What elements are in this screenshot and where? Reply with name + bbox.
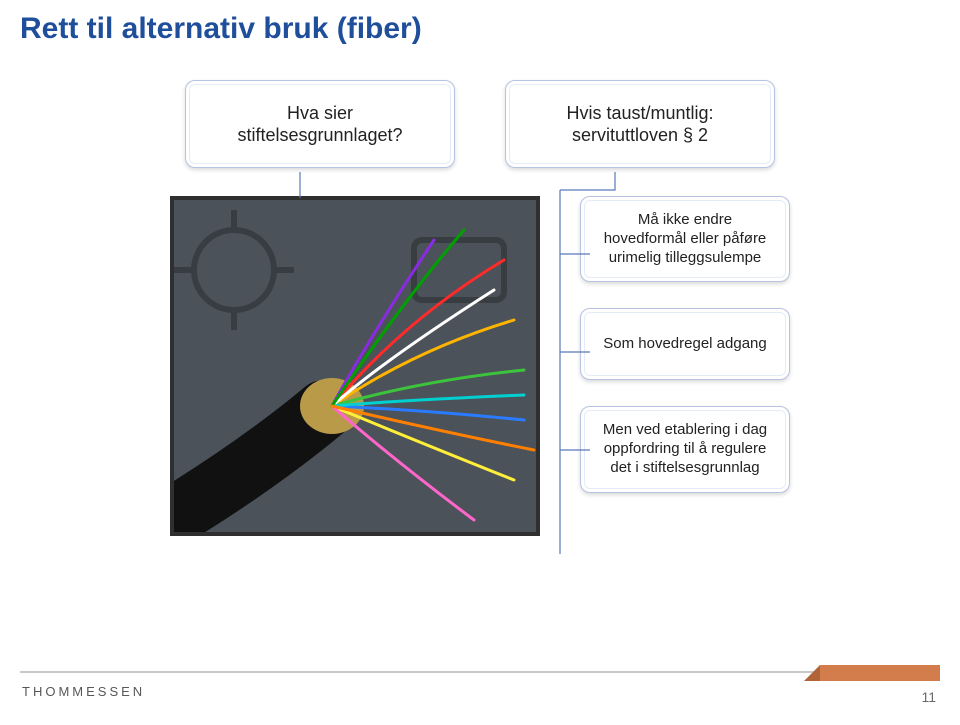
fiber-photo <box>170 196 540 536</box>
footer-accent <box>820 665 940 681</box>
footer-logo: THOMMESSEN <box>22 684 145 699</box>
lower-row: Må ikke endre hovedformål eller påføre u… <box>60 196 900 536</box>
sub-box-1: Må ikke endre hovedformål eller påføre u… <box>580 196 790 282</box>
sub-box-2: Som hovedregel adgang <box>580 308 790 380</box>
sub3-text: Men ved etablering i dag oppfordring til… <box>599 421 771 477</box>
content-area: Hva sier stiftelsesgrunnlaget? Hvis taus… <box>60 80 900 625</box>
box-right: Hvis taust/muntlig: servituttloven § 2 <box>505 80 775 168</box>
box-right-text: Hvis taust/muntlig: servituttloven § 2 <box>524 102 756 147</box>
box-left: Hva sier stiftelsesgrunnlaget? <box>185 80 455 168</box>
sub1-text: Må ikke endre hovedformål eller påføre u… <box>599 211 771 267</box>
sub-box-3: Men ved etablering i dag oppfordring til… <box>580 406 790 492</box>
page-title: Rett til alternativ bruk (fiber) <box>20 12 422 46</box>
footer-divider <box>20 671 940 673</box>
box-left-text: Hva sier stiftelsesgrunnlaget? <box>204 102 436 147</box>
top-row: Hva sier stiftelsesgrunnlaget? Hvis taus… <box>60 80 900 168</box>
page-number: 11 <box>921 689 936 705</box>
right-column: Må ikke endre hovedformål eller påføre u… <box>580 196 790 493</box>
sub2-text: Som hovedregel adgang <box>603 335 766 354</box>
